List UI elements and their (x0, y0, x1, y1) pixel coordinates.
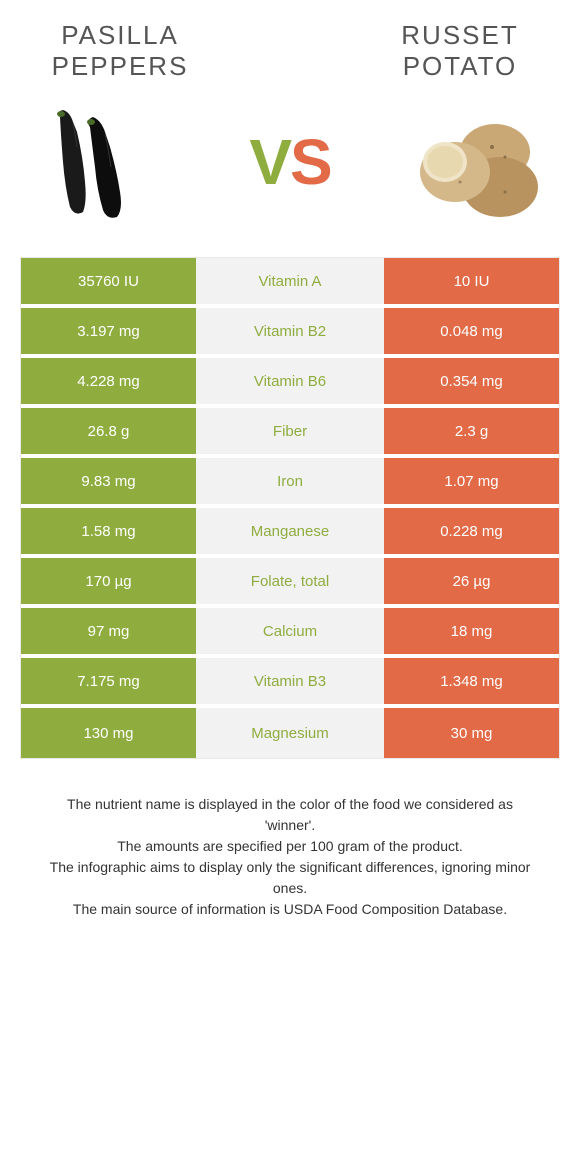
table-row: 97 mgCalcium18 mg (21, 608, 559, 658)
footnote-line: The nutrient name is displayed in the co… (40, 794, 540, 836)
footnote-line: The infographic aims to display only the… (40, 857, 540, 899)
nutrient-name-cell: Magnesium (196, 708, 384, 758)
table-row: 170 µgFolate, total26 µg (21, 558, 559, 608)
left-value-cell: 130 mg (21, 708, 196, 758)
russet-potato-image (400, 92, 550, 232)
table-row: 4.228 mgVitamin B60.354 mg (21, 358, 559, 408)
vs-s-letter: S (290, 126, 331, 198)
right-value-cell: 0.354 mg (384, 358, 559, 404)
right-value-cell: 0.048 mg (384, 308, 559, 354)
table-row: 130 mgMagnesium30 mg (21, 708, 559, 758)
table-row: 3.197 mgVitamin B20.048 mg (21, 308, 559, 358)
nutrient-name-cell: Iron (196, 458, 384, 504)
right-value-cell: 0.228 mg (384, 508, 559, 554)
table-row: 26.8 gFiber2.3 g (21, 408, 559, 458)
nutrient-name-cell: Calcium (196, 608, 384, 654)
vs-label: VS (249, 125, 330, 199)
table-row: 35760 IUVitamin A10 IU (21, 258, 559, 308)
nutrient-name-cell: Manganese (196, 508, 384, 554)
header-row: PASILLA PEPPERS RUSSET POTATO (20, 20, 560, 82)
table-row: 9.83 mgIron1.07 mg (21, 458, 559, 508)
nutrient-name-cell: Fiber (196, 408, 384, 454)
left-food-title: PASILLA PEPPERS (20, 20, 220, 82)
nutrient-comparison-table: 35760 IUVitamin A10 IU3.197 mgVitamin B2… (20, 257, 560, 759)
table-row: 7.175 mgVitamin B31.348 mg (21, 658, 559, 708)
left-value-cell: 97 mg (21, 608, 196, 654)
footnote-line: The main source of information is USDA F… (40, 899, 540, 920)
right-value-cell: 1.07 mg (384, 458, 559, 504)
left-value-cell: 3.197 mg (21, 308, 196, 354)
right-value-cell: 26 µg (384, 558, 559, 604)
table-row: 1.58 mgManganese0.228 mg (21, 508, 559, 558)
infographic-container: PASILLA PEPPERS RUSSET POTATO VS (0, 0, 580, 940)
left-value-cell: 35760 IU (21, 258, 196, 304)
nutrient-name-cell: Vitamin B3 (196, 658, 384, 704)
pasilla-peppers-image (30, 92, 180, 232)
footnote-text: The nutrient name is displayed in the co… (20, 794, 560, 920)
footnote-line: The amounts are specified per 100 gram o… (40, 836, 540, 857)
right-food-title: RUSSET POTATO (360, 20, 560, 82)
nutrient-name-cell: Vitamin B6 (196, 358, 384, 404)
nutrient-name-cell: Vitamin B2 (196, 308, 384, 354)
nutrient-name-cell: Folate, total (196, 558, 384, 604)
left-value-cell: 9.83 mg (21, 458, 196, 504)
right-value-cell: 1.348 mg (384, 658, 559, 704)
left-value-cell: 7.175 mg (21, 658, 196, 704)
right-value-cell: 2.3 g (384, 408, 559, 454)
left-value-cell: 4.228 mg (21, 358, 196, 404)
right-value-cell: 18 mg (384, 608, 559, 654)
right-value-cell: 30 mg (384, 708, 559, 758)
right-value-cell: 10 IU (384, 258, 559, 304)
left-value-cell: 170 µg (21, 558, 196, 604)
left-value-cell: 1.58 mg (21, 508, 196, 554)
left-value-cell: 26.8 g (21, 408, 196, 454)
vs-v-letter: V (249, 126, 290, 198)
nutrient-name-cell: Vitamin A (196, 258, 384, 304)
images-row: VS (20, 92, 560, 232)
